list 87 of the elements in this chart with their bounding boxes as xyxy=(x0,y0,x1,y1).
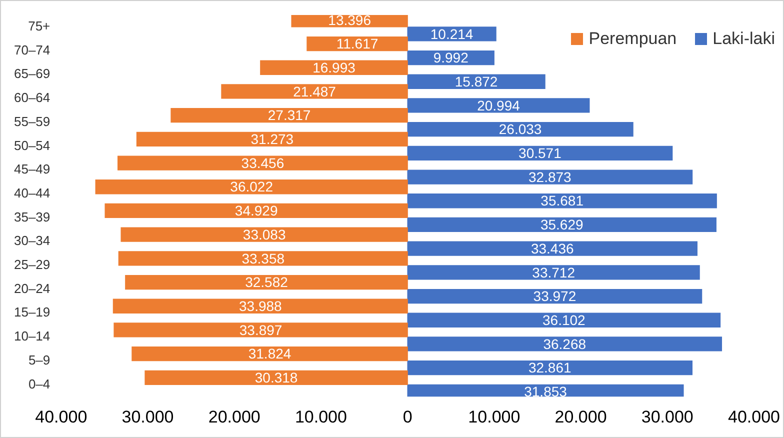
data-label: 36.102 xyxy=(542,312,586,328)
x-tick-label: 30.000 xyxy=(641,407,694,426)
data-label: 33.456 xyxy=(241,154,284,171)
y-tick-label: 75+ xyxy=(28,18,50,34)
data-label: 10.214 xyxy=(430,26,474,42)
bar xyxy=(104,203,408,218)
data-label: 30.318 xyxy=(254,370,298,386)
legend-label: Perempuan xyxy=(588,29,677,49)
bar xyxy=(117,156,408,170)
bar xyxy=(120,227,408,242)
bar xyxy=(221,84,408,99)
y-tick-label: 55–59 xyxy=(14,114,50,129)
bar xyxy=(260,60,408,75)
data-label: 21.487 xyxy=(293,83,336,100)
bar xyxy=(118,251,408,266)
y-tick-label: 15–19 xyxy=(14,304,50,320)
data-label: 35.681 xyxy=(540,192,584,209)
data-label: 11.617 xyxy=(336,36,378,52)
y-tick-label: 45–49 xyxy=(14,162,50,177)
y-tick-label: 65–69 xyxy=(14,66,50,82)
data-label: 9.992 xyxy=(433,50,469,66)
y-tick-label: 25–29 xyxy=(14,257,50,272)
data-label: 33.436 xyxy=(530,240,574,256)
data-label: 35.629 xyxy=(540,216,584,233)
y-tick-label: 40–44 xyxy=(14,185,50,200)
data-label: 34.929 xyxy=(234,202,278,219)
bar xyxy=(136,132,408,147)
data-label: 15.872 xyxy=(454,73,498,90)
y-tick-label: 5–9 xyxy=(28,352,50,368)
y-tick-label: 0–4 xyxy=(28,376,50,392)
x-tick-label: 40.000 xyxy=(35,407,88,426)
legend-label: Laki-laki xyxy=(712,29,775,49)
data-label: 32.582 xyxy=(245,274,288,290)
data-label: 33.988 xyxy=(238,298,282,314)
y-tick-label: 35–39 xyxy=(14,209,50,224)
data-label: 27.317 xyxy=(268,107,311,124)
data-label: 31.853 xyxy=(524,384,568,400)
data-label: 32.873 xyxy=(528,168,572,185)
data-label: 20.994 xyxy=(477,97,520,114)
bar xyxy=(407,26,496,42)
y-tick-label: 60–64 xyxy=(14,90,50,106)
bar xyxy=(112,298,408,314)
bar xyxy=(407,288,702,304)
data-label: 26.033 xyxy=(498,121,542,138)
bar xyxy=(170,108,408,123)
data-label: 36.022 xyxy=(230,178,274,195)
bar xyxy=(407,265,700,280)
bar xyxy=(407,122,634,137)
data-label: 33.712 xyxy=(532,264,576,280)
y-tick-label: 30–34 xyxy=(14,233,50,248)
y-tick-label: 20–24 xyxy=(14,280,50,296)
bar xyxy=(407,146,673,161)
bar xyxy=(407,98,590,113)
bar xyxy=(95,180,408,194)
bar xyxy=(125,274,408,290)
x-tick-label: 40.000 xyxy=(728,407,780,426)
x-tick-label: 10.000 xyxy=(468,407,520,426)
bar xyxy=(407,360,693,376)
y-tick-label: 50–54 xyxy=(14,138,50,153)
x-tick-label: 20.000 xyxy=(554,407,607,426)
bar xyxy=(407,217,716,232)
data-label: 31.273 xyxy=(250,131,294,148)
bar xyxy=(132,346,408,362)
data-label: 16.993 xyxy=(312,59,356,76)
data-label: 32.861 xyxy=(528,360,572,376)
x-tick-label: 0 xyxy=(402,407,412,426)
data-label: 13.396 xyxy=(328,12,372,28)
bar xyxy=(407,312,721,328)
bar xyxy=(407,170,693,184)
y-tick-label: 10–14 xyxy=(14,328,50,344)
data-label: 36.268 xyxy=(543,336,586,352)
bar xyxy=(144,370,408,386)
y-tick-label: 70–74 xyxy=(14,42,50,58)
data-label: 33.083 xyxy=(242,226,286,242)
data-label: 30.571 xyxy=(518,145,562,162)
x-tick-label: 10.000 xyxy=(294,407,347,426)
bar xyxy=(407,241,698,256)
bar xyxy=(407,74,546,89)
bar xyxy=(407,194,717,208)
data-label: 31.824 xyxy=(248,346,292,362)
data-label: 33.358 xyxy=(242,250,285,266)
bar xyxy=(407,336,722,352)
x-tick-label: 20.000 xyxy=(208,407,260,426)
data-label: 33.897 xyxy=(239,322,282,338)
x-tick-label: 30.000 xyxy=(122,407,174,426)
data-label: 33.972 xyxy=(533,288,576,304)
bar xyxy=(114,322,408,338)
